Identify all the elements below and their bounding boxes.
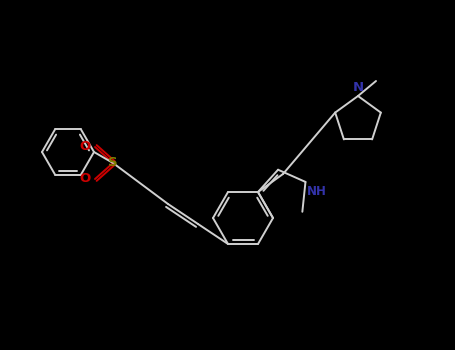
Text: NH: NH	[307, 185, 326, 198]
Text: O: O	[80, 140, 91, 154]
Text: O: O	[80, 173, 91, 186]
Text: N: N	[353, 81, 364, 94]
Text: S: S	[108, 156, 118, 169]
